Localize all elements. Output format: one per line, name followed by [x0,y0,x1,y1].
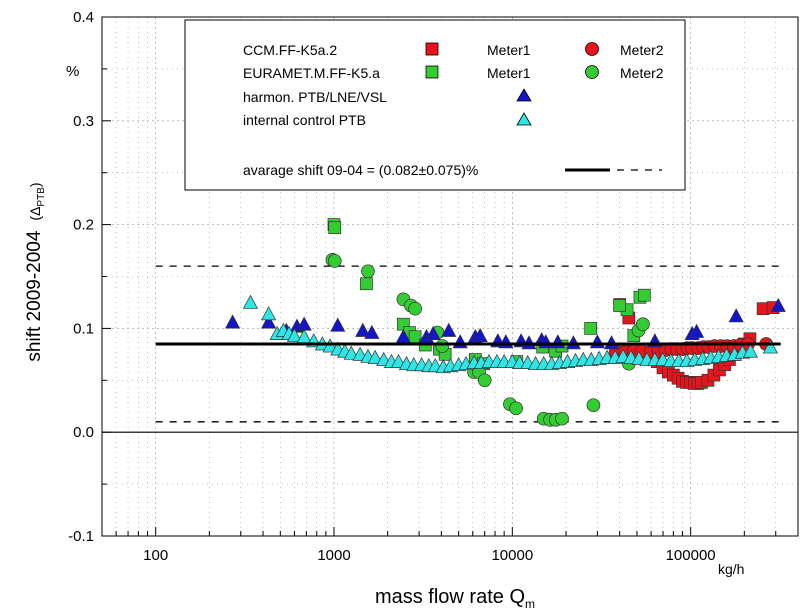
point-group2-meter2 [509,401,523,416]
reference-lines [102,265,798,433]
point-group3 [521,335,537,350]
y-tick-label: 0.2 [73,217,94,234]
point-group3 [452,334,468,349]
legend-green-square-icon [425,65,439,79]
x-unit-label: kg/h [718,561,744,577]
point-group3 [364,324,380,339]
point-group3 [770,297,786,312]
legend-shift-label: avarage shift 09-04 = (0.082±0.075)% [243,162,478,178]
point-group2-meter1 [360,277,373,291]
point-group4 [367,349,383,364]
x-tick-label: 1000 [317,547,350,564]
point-group2-meter1 [584,322,598,335]
legend-red-circle-icon [585,42,599,56]
point-group3 [355,322,371,337]
data-marks [155,218,786,427]
point-group3 [589,334,605,349]
point-group4 [261,306,277,321]
legend-red-square-icon [425,42,439,56]
point-group3 [472,327,488,343]
point-group2-meter1 [637,288,651,302]
y-unit-label: % [66,63,79,80]
point-group3 [441,322,457,337]
y-tick-label: 0.0 [73,424,94,441]
y-axis-title: shift 2009-2004(ΔPTB) [24,182,47,361]
point-group2-meter2 [408,301,422,316]
legend-cyan-triangle-icon [516,112,532,126]
point-group3 [330,317,346,332]
point-group2-meter2 [555,411,569,426]
legend: CCM.FF-K5a.2 EURAMET.M.FF-K5.a harmon. P… [184,19,686,191]
point-group4 [343,345,359,360]
x-tick-label: 10000 [491,547,533,564]
point-group3 [728,308,744,323]
y-tick-label: 0.3 [73,113,94,130]
legend-meter1-label-1: Meter1 [487,42,531,58]
point-group3 [565,335,581,350]
point-group2-meter2 [327,254,342,268]
y-tick-label: 0.4 [73,9,94,26]
point-group4 [286,327,303,343]
legend-group1-label: CCM.FF-K5a.2 [243,42,337,58]
legend-group2-label: EURAMET.M.FF-K5.a [243,65,380,81]
point-group2-meter1 [613,299,627,312]
point-group4 [762,339,778,354]
y-tick-label: 0.1 [73,320,94,337]
legend-meter2-label-2: Meter2 [620,65,664,81]
point-group3 [425,325,441,340]
point-group2-meter2 [636,317,650,332]
point-group2-meter1 [328,221,342,235]
point-group2-meter2 [586,398,601,413]
point-group3 [603,335,620,350]
legend-meter1-label-2: Meter1 [487,65,531,81]
point-group4 [322,338,338,353]
legend-green-circle-icon [585,65,599,79]
y-tick-label: -0.1 [68,528,94,545]
axis-ticks: 100 1000 10000 100000 -0.1 0.0 0.1 0.2 0.3 0.4 [68,9,799,564]
point-group3 [689,323,705,338]
point-group3 [261,314,277,329]
point-group2-meter2 [477,373,492,388]
point-group4 [742,343,759,358]
point-group2-meter2 [435,339,450,353]
point-group4 [242,294,259,309]
x-axis-title: mass flow rate Qm [375,586,535,611]
legend-group4-label: internal control PTB [243,112,366,128]
x-tick-label: 100 [143,547,168,564]
point-group2-meter2 [361,264,375,279]
legend-blue-triangle-icon [516,88,532,102]
x-tick-label: 100000 [666,547,716,564]
legend-meter2-label-1: Meter2 [620,42,664,58]
legend-group3-label: harmon. PTB/LNE/VSL [243,89,387,105]
point-group3 [225,314,241,329]
